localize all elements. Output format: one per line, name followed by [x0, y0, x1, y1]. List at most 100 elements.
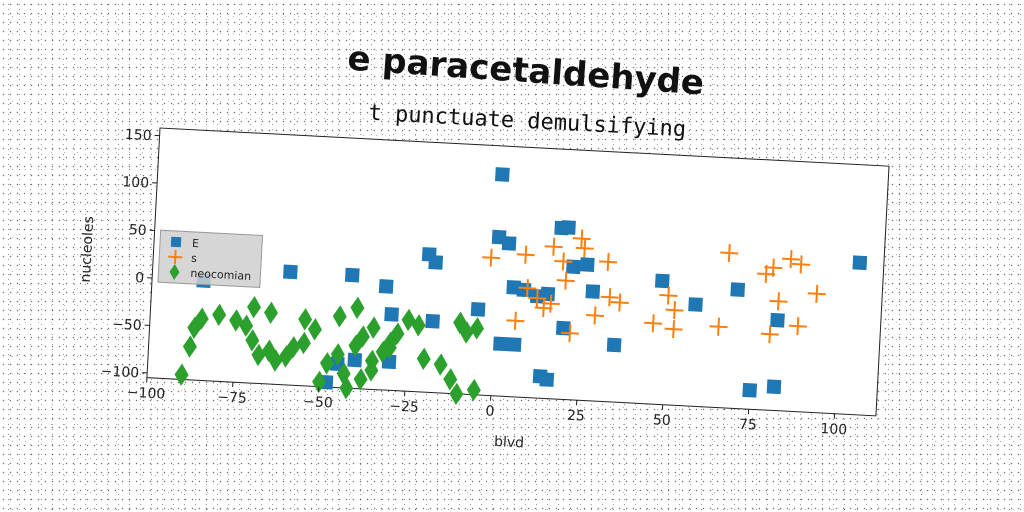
y-tick-label: 150 — [124, 127, 152, 144]
data-point-1-12 — [534, 298, 553, 318]
x-tick-label: −25 — [389, 398, 419, 416]
data-point-0-13 — [384, 306, 399, 322]
data-point-1-19 — [665, 301, 684, 320]
data-point-2-17 — [330, 343, 345, 366]
data-point-2-10 — [268, 349, 283, 372]
chart-subtitle: t punctuate demulsifying — [368, 101, 687, 143]
data-point-2-25 — [401, 308, 416, 332]
data-point-1-16 — [644, 314, 663, 333]
data-point-2-24 — [390, 322, 405, 345]
legend-box — [157, 229, 264, 288]
data-point-0-8 — [428, 255, 444, 270]
data-point-2-1 — [182, 335, 197, 358]
data-point-2-37 — [264, 301, 278, 324]
data-point-1-2 — [544, 237, 563, 256]
data-point-2-26 — [411, 314, 426, 337]
data-point-1-6 — [599, 252, 618, 271]
x-tick-label: 100 — [820, 421, 848, 438]
data-point-2-6 — [239, 314, 254, 337]
data-point-1-9 — [528, 289, 547, 308]
data-point-2-13 — [296, 331, 311, 355]
y-axis: −100 −50 0 50 100 150 — [100, 127, 160, 381]
data-point-2-8 — [251, 343, 266, 367]
x-tick-label: 50 — [653, 412, 672, 429]
data-point-2-42 — [382, 336, 397, 359]
data-point-0-34 — [347, 352, 363, 368]
plot-area — [146, 127, 890, 417]
data-point-0-23 — [555, 320, 571, 336]
data-point-1-17 — [664, 320, 683, 339]
data-point-1-28 — [788, 317, 807, 336]
data-point-1-18 — [659, 286, 678, 305]
data-point-1-27 — [760, 325, 779, 344]
data-point-0-6 — [566, 259, 581, 275]
data-point-1-3 — [575, 239, 594, 258]
data-point-1-15 — [585, 306, 605, 325]
data-point-0-9 — [344, 267, 360, 283]
data-point-2-3 — [194, 307, 209, 330]
data-point-1-11 — [506, 311, 525, 330]
data-point-0-5 — [579, 257, 595, 272]
x-tick-label: 0 — [485, 403, 495, 419]
data-point-2-27 — [298, 308, 313, 331]
data-point-2-35 — [459, 321, 474, 344]
data-point-0-27 — [730, 282, 746, 297]
data-point-0-25 — [654, 273, 670, 289]
plot-marks — [174, 167, 868, 406]
data-point-0-4 — [561, 220, 576, 235]
data-point-1-24 — [792, 255, 811, 274]
data-point-2-9 — [262, 339, 277, 362]
plot-group: −100 −75 −50 −25 0 25 50 75 100 −100 −50 0 50 100 150… — [78, 127, 890, 452]
x-tick-label: −50 — [303, 394, 333, 412]
data-point-0-21 — [493, 336, 508, 352]
y-tick-label: −100 — [100, 363, 139, 381]
data-point-2-0 — [174, 363, 189, 386]
data-point-0-2 — [501, 236, 517, 251]
data-point-2-36 — [470, 317, 485, 340]
data-point-2-5 — [229, 309, 244, 332]
data-point-1-23 — [781, 250, 801, 269]
data-point-2-14 — [307, 318, 322, 341]
data-point-0-26 — [688, 297, 703, 312]
data-point-2-18 — [336, 362, 351, 385]
data-point-0-20 — [585, 284, 601, 299]
data-point-2-34 — [453, 311, 468, 334]
data-point-0-31 — [539, 372, 555, 387]
data-point-1-20 — [720, 243, 739, 263]
chart-title: e paracetaldehyde — [346, 39, 705, 104]
legend-label-1: s — [191, 252, 198, 265]
data-point-2-40 — [350, 296, 365, 319]
data-point-2-38 — [247, 295, 262, 319]
data-point-2-33 — [443, 368, 458, 391]
data-point-2-7 — [245, 329, 260, 352]
data-point-0-24 — [606, 337, 622, 353]
x-tick-label: 25 — [567, 408, 586, 425]
data-point-2-43 — [449, 382, 464, 406]
x-axis-label: blvd — [494, 434, 525, 452]
data-point-1-13 — [600, 288, 619, 307]
x-tick-label: −100 — [126, 385, 165, 403]
legend-label-2: neocomian — [190, 267, 251, 283]
data-point-0-32 — [742, 382, 758, 398]
data-point-1-30 — [560, 324, 579, 343]
data-point-2-15 — [312, 370, 327, 394]
legend-marker-2 — [169, 263, 180, 280]
y-tick-label: −50 — [112, 316, 142, 334]
y-axis-label: nucleoles — [78, 216, 97, 283]
x-tick-label: 75 — [739, 417, 758, 434]
data-point-0-22 — [506, 337, 522, 352]
data-point-0-10 — [378, 279, 394, 294]
legend-label-0: E — [192, 237, 200, 250]
legend: Es neocomian — [157, 229, 264, 288]
data-point-0-15 — [470, 301, 486, 317]
data-point-2-21 — [366, 316, 381, 339]
legend-marker-1 — [168, 249, 183, 265]
data-point-2-32 — [433, 353, 448, 376]
x-tick-label: −75 — [217, 389, 247, 407]
data-point-0-11 — [283, 264, 298, 280]
data-point-2-20 — [355, 325, 370, 348]
data-point-1-29 — [709, 317, 728, 336]
data-point-1-7 — [556, 271, 575, 290]
data-point-1-0 — [482, 248, 501, 267]
data-point-0-29 — [852, 255, 868, 271]
